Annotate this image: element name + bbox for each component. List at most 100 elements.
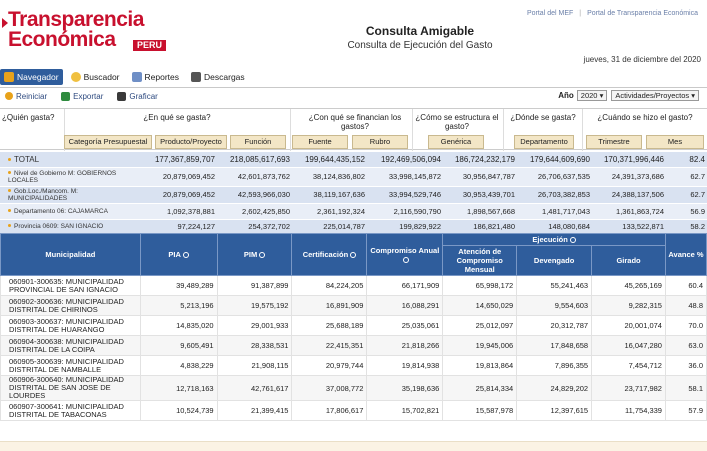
col-pim[interactable]: PIM	[216, 233, 293, 276]
col-compromiso-label: Compromiso Anual	[370, 245, 440, 255]
trimestre-button[interactable]: Trimestre	[586, 135, 642, 149]
summary-row-provincia[interactable]: Provincia 0609: SAN IGNACIO 97,224,127 2…	[0, 219, 707, 234]
header-row: Municipalidad PIA PIM Certificación Comp…	[0, 233, 707, 276]
page-title-main: Consulta Amigable	[365, 24, 475, 38]
col-devengado[interactable]: Devengado	[516, 245, 593, 276]
table-row[interactable]: 060901-300635: MUNICIPALIDAD PROVINCIAL …	[0, 275, 707, 296]
mes-button[interactable]: Mes	[646, 135, 704, 149]
cell-certificacion: 17,806,617	[291, 400, 368, 421]
summary-avance: 62.7	[666, 167, 707, 187]
info-icon	[402, 256, 409, 263]
summary-compromiso: 199,829,922	[367, 219, 443, 234]
mode-select[interactable]: Actividades/Proyectos ▾	[611, 90, 699, 101]
divider	[412, 109, 413, 151]
cell-avance: 36.0	[664, 355, 707, 376]
cell-atencion: 19,945,006	[442, 335, 518, 356]
reiniciar-label: Reiniciar	[16, 91, 48, 101]
main-toolbar: Navegador Buscador Reportes Descargas	[0, 69, 253, 85]
table-row[interactable]: 060905-300639: MUNICIPALIDAD DISTRITAL D…	[0, 355, 707, 376]
col-avance[interactable]: Avance %	[664, 233, 707, 276]
top-links: Portal del MEF | Portal de Transparencia E…	[524, 10, 701, 17]
row-name: 060907-300641: MUNICIPALIDAD DISTRITAL D…	[0, 400, 141, 421]
cell-pim: 28,338,531	[216, 335, 293, 356]
question-cuando: ¿Cuándo se hizo el gasto?	[597, 113, 693, 122]
summary-pim: 254,372,702	[217, 219, 292, 234]
summary-label: TOTAL	[14, 154, 40, 164]
cell-devengado: 17,848,658	[516, 335, 593, 356]
summary-pim: 218,085,617,693	[217, 152, 292, 168]
summary-atencion: 1,898,567,668	[443, 203, 517, 220]
bullet-icon	[8, 189, 11, 193]
summary-certificacion: 38,124,836,802	[292, 167, 367, 187]
buscador-button[interactable]: Buscador	[67, 69, 124, 85]
summary-atencion: 30,953,439,701	[443, 186, 517, 204]
question-row: ¿Quién gasta? ¿En qué se gasta? ¿Con qué…	[0, 108, 707, 151]
cell-pia: 4,838,229	[139, 355, 218, 376]
chart-icon	[117, 91, 127, 101]
funcion-button[interactable]: Función	[230, 135, 286, 149]
fuente-button[interactable]: Fuente	[292, 135, 348, 149]
table-row[interactable]: 060902-300636: MUNICIPALIDAD DISTRITAL D…	[0, 295, 707, 316]
question-estructura: ¿Cómo se estructura el gasto?	[415, 113, 499, 131]
table-row[interactable]: 060904-300638: MUNICIPALIDAD DISTRITAL D…	[0, 335, 707, 356]
bullet-icon	[8, 158, 11, 162]
summary-pia: 20,879,069,452	[140, 167, 217, 187]
summary-row-nivel[interactable]: Nivel de Gobierno M: GOBIERNOS LOCALES 2…	[0, 167, 707, 187]
cell-compromiso: 25,035,061	[366, 315, 444, 336]
navegador-label: Navegador	[17, 72, 59, 82]
cell-girado: 16,047,280	[591, 335, 666, 356]
year-select[interactable]: 2020 ▾	[576, 90, 608, 101]
summary-label: Provincia 0609: SAN IGNACIO	[14, 222, 104, 230]
cell-atencion: 25,012,097	[442, 315, 518, 336]
col-pim-label: PIM	[243, 250, 258, 259]
summary-devengado: 148,080,684	[517, 219, 592, 234]
summary-row-departamento[interactable]: Departamento 06: CAJAMARCA 1,092,378,881…	[0, 203, 707, 220]
departamento-button[interactable]: Departamento	[514, 135, 574, 149]
navegador-button[interactable]: Navegador	[0, 69, 63, 85]
bullet-icon	[8, 209, 11, 213]
transparencia-logo: Transparencia Económica PERU	[2, 8, 178, 51]
col-girado[interactable]: Girado	[591, 245, 666, 276]
col-compromiso-anual[interactable]: Compromiso Anual	[366, 233, 444, 276]
exportar-button[interactable]: Exportar	[56, 91, 108, 101]
col-certificacion[interactable]: Certificación	[291, 233, 368, 276]
logo-line2: Económica	[8, 28, 116, 51]
cell-girado: 7,454,712	[591, 355, 666, 376]
cell-pia: 14,835,020	[139, 315, 218, 336]
table-row[interactable]: 060907-300641: MUNICIPALIDAD DISTRITAL D…	[0, 400, 707, 421]
cell-devengado: 12,397,615	[516, 400, 593, 421]
portal-mef-link[interactable]: Portal del MEF	[526, 10, 574, 17]
year-value: 2020	[580, 91, 598, 100]
cell-certificacion: 25,688,189	[291, 315, 368, 336]
logo-triangle-icon	[2, 18, 8, 28]
summary-avance: 58.2	[666, 219, 707, 234]
divider	[582, 109, 583, 151]
col-avance-label: Avance %	[668, 250, 704, 259]
summary-row-gobloc[interactable]: Gob.Loc./Mancom. M: MUNICIPALIDADES 20,8…	[0, 186, 707, 204]
categoria-presupuestal-button[interactable]: Categoría Presupuestal	[64, 135, 152, 149]
col-municipalidad[interactable]: Municipalidad	[0, 233, 141, 276]
producto-proyecto-button[interactable]: Producto/Proyecto	[155, 135, 227, 149]
page-title: Consulta Amigable Consulta de Ejecución …	[330, 24, 510, 51]
summary-label-cell: Nivel de Gobierno M: GOBIERNOS LOCALES	[0, 167, 140, 187]
graficar-button[interactable]: Graficar	[112, 91, 162, 101]
summary-row-total[interactable]: TOTAL 177,367,859,707 218,085,617,693 19…	[0, 152, 707, 168]
col-atencion[interactable]: Atención de Compromiso Mensual	[442, 245, 518, 276]
question-en-que: ¿En qué se gasta?	[143, 113, 211, 122]
cell-devengado: 55,241,463	[516, 275, 593, 296]
summary-devengado: 26,706,637,535	[517, 167, 592, 187]
table-row[interactable]: 060903-300637: MUNICIPALIDAD DISTRITAL D…	[0, 315, 707, 336]
rubro-button[interactable]: Rubro	[352, 135, 408, 149]
col-pia[interactable]: PIA	[139, 233, 218, 276]
portal-transparencia-link[interactable]: Portal de Transparencia Económica	[587, 10, 698, 17]
cell-pim: 21,399,415	[216, 400, 293, 421]
generica-button[interactable]: Genérica	[428, 135, 484, 149]
cell-pia: 39,489,289	[139, 275, 218, 296]
reiniciar-button[interactable]: Reiniciar	[0, 92, 52, 101]
reportes-button[interactable]: Reportes	[128, 69, 184, 85]
table-row[interactable]: 060906-300640: MUNICIPALIDAD DISTRITAL D…	[0, 375, 707, 401]
descargas-button[interactable]: Descargas	[187, 69, 249, 85]
summary-label-cell: TOTAL	[0, 152, 140, 168]
cell-pim: 21,908,115	[216, 355, 293, 376]
report-icon	[131, 72, 142, 82]
